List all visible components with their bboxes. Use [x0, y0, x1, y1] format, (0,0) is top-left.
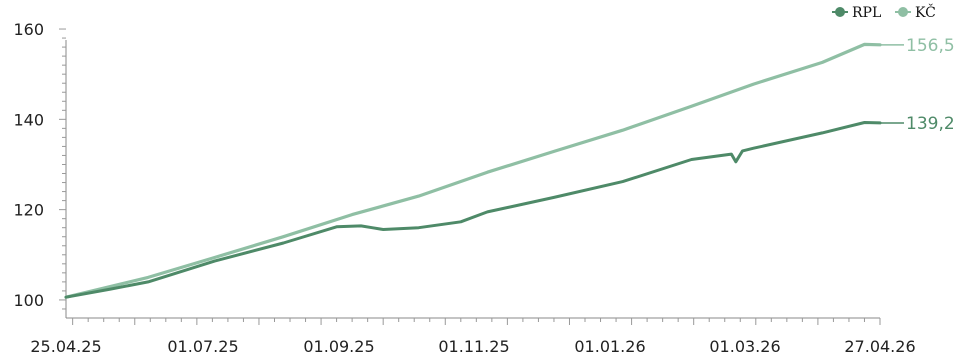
x-tick-label: 01.01.26 [574, 337, 645, 356]
x-tick-label: 25.04.25 [30, 337, 101, 356]
end-labels: 156,5 139,2 [880, 36, 955, 134]
y-tick-label: 120 [13, 201, 44, 220]
series-line-kc [64, 42, 882, 299]
legend-label: KČ [915, 3, 936, 21]
series-layer [64, 42, 882, 299]
chart-legend[interactable]: RPL KČ [832, 3, 936, 21]
x-tick-label: 01.03.26 [709, 337, 780, 356]
legend-label: RPL [852, 5, 881, 21]
y-tick-label: 100 [13, 291, 44, 310]
legend-swatch-dot [898, 7, 908, 17]
x-tick-label: 01.11.25 [438, 337, 509, 356]
y-tick-label: 160 [13, 20, 44, 39]
x-tick-label: 01.09.25 [303, 337, 374, 356]
legend-item-kc[interactable]: KČ [895, 3, 936, 21]
x-tick-label: 01.07.25 [167, 337, 238, 356]
x-tick-label: 27.04.26 [844, 337, 915, 356]
chart-axes: 100 120 140 160 25.04.25 01.07.25 01.09.25 01.1… [13, 20, 915, 356]
end-value-label: 156,5 [906, 36, 955, 56]
legend-swatch-dot [835, 7, 845, 17]
legend-item-rpl[interactable]: RPL [832, 5, 881, 21]
end-value-label: 139,2 [906, 114, 955, 134]
y-tick-label: 140 [13, 110, 44, 129]
series-line-rpl [64, 121, 882, 299]
